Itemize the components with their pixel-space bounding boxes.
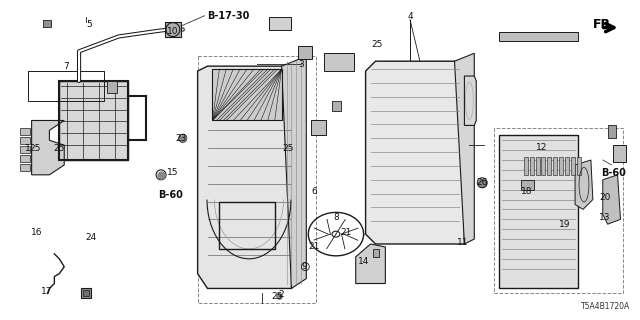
Polygon shape (311, 120, 326, 135)
Text: 19: 19 (559, 220, 571, 229)
Text: 14: 14 (358, 257, 369, 266)
Text: 23: 23 (175, 134, 186, 143)
Polygon shape (536, 157, 540, 175)
Polygon shape (44, 20, 51, 27)
Text: 20: 20 (599, 193, 611, 202)
Polygon shape (612, 145, 627, 162)
Polygon shape (31, 120, 64, 175)
Polygon shape (499, 32, 578, 41)
Text: 25: 25 (271, 292, 282, 301)
Text: 13: 13 (599, 213, 611, 222)
Text: 4: 4 (407, 12, 413, 21)
Polygon shape (20, 137, 29, 144)
Text: 24: 24 (85, 233, 97, 242)
Text: 25: 25 (29, 144, 40, 153)
Text: 21: 21 (340, 228, 351, 236)
Text: 10: 10 (167, 27, 179, 36)
Text: 25: 25 (54, 144, 65, 153)
Polygon shape (198, 66, 291, 288)
Polygon shape (603, 175, 621, 224)
Polygon shape (20, 164, 29, 171)
Text: 25: 25 (283, 144, 294, 153)
Polygon shape (20, 146, 29, 153)
Polygon shape (282, 56, 307, 288)
Text: 3: 3 (298, 60, 304, 69)
Polygon shape (212, 69, 282, 120)
Text: 17: 17 (41, 287, 52, 296)
Text: T5A4B1720A: T5A4B1720A (581, 302, 630, 311)
Polygon shape (559, 157, 563, 175)
Text: 8: 8 (333, 213, 339, 222)
Text: 7: 7 (63, 62, 69, 71)
Polygon shape (499, 135, 578, 288)
Polygon shape (165, 22, 181, 37)
Text: 1: 1 (25, 144, 31, 153)
Polygon shape (81, 288, 91, 298)
Polygon shape (608, 125, 616, 138)
Polygon shape (20, 155, 29, 162)
Polygon shape (521, 180, 534, 190)
Polygon shape (465, 76, 476, 125)
Text: B-60: B-60 (158, 189, 183, 200)
Polygon shape (547, 157, 552, 175)
Polygon shape (577, 157, 581, 175)
Text: 2: 2 (279, 290, 284, 299)
Polygon shape (60, 81, 129, 160)
Polygon shape (356, 244, 385, 284)
Polygon shape (541, 157, 545, 175)
Polygon shape (575, 160, 593, 209)
Polygon shape (298, 46, 312, 59)
Polygon shape (324, 53, 354, 71)
Polygon shape (454, 53, 474, 244)
Polygon shape (565, 157, 569, 175)
Text: 6: 6 (311, 187, 317, 196)
Text: 25: 25 (372, 40, 383, 49)
Polygon shape (571, 157, 575, 175)
Polygon shape (365, 61, 465, 244)
Polygon shape (332, 101, 341, 111)
Text: 16: 16 (31, 228, 42, 236)
Text: 12: 12 (536, 143, 547, 152)
Polygon shape (554, 157, 557, 175)
Text: 9: 9 (301, 262, 307, 271)
Polygon shape (524, 157, 527, 175)
Text: B-17-30: B-17-30 (207, 11, 250, 21)
Text: 11: 11 (457, 237, 468, 246)
Text: 15: 15 (167, 168, 179, 177)
Text: 5: 5 (86, 20, 92, 29)
Text: 21: 21 (308, 243, 320, 252)
Polygon shape (530, 157, 534, 175)
Polygon shape (372, 249, 380, 257)
Text: 18: 18 (521, 187, 532, 196)
Polygon shape (269, 17, 291, 29)
Text: FR.: FR. (593, 18, 616, 31)
Text: 26: 26 (477, 178, 488, 187)
Polygon shape (83, 291, 89, 296)
Text: B-60: B-60 (601, 168, 626, 178)
Polygon shape (107, 81, 116, 93)
Polygon shape (20, 128, 29, 135)
